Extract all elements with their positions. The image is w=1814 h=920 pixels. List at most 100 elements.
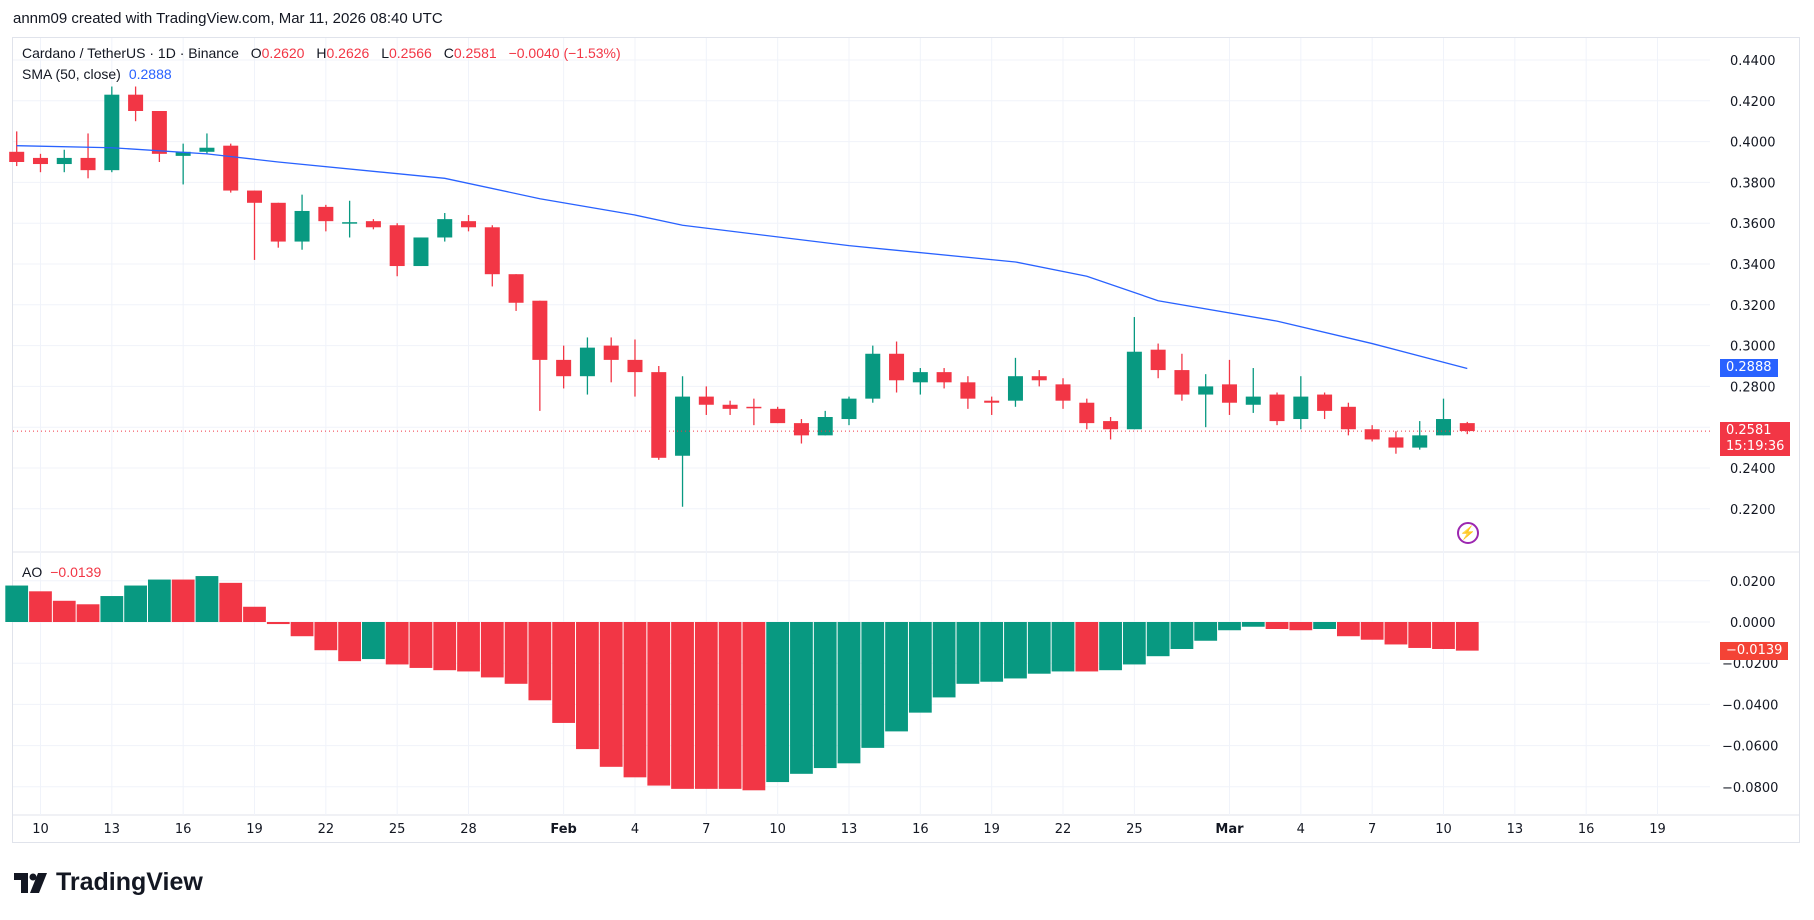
close-label: C [443,45,454,61]
sma-legend[interactable]: SMA (50, close) 0.2888 [22,66,174,82]
ao-bar [694,622,718,789]
time-tick-label: 19 [983,822,1000,837]
high-label: H [316,45,327,61]
candle-body [1340,406,1356,430]
candle-body [1007,376,1023,401]
tradingview-logo[interactable]: TradingView [14,868,203,897]
ao-bar [861,622,885,748]
ao-tick-label: −0.0800 [1722,781,1778,796]
candle-body [294,210,310,242]
ao-bar [1360,622,1384,640]
sma-price-tag: 0.2888 [1720,359,1778,378]
time-tick-label: 25 [389,822,406,837]
symbol-legend: Cardano / TetherUS · 1D · Binance O0.262… [22,45,623,61]
ao-bar [457,622,480,672]
ao-bar [1099,622,1122,671]
open-label: O [250,45,262,61]
ao-bar [599,622,623,767]
ao-bar [552,622,576,723]
ao-tick-label: 0.0000 [1730,616,1776,631]
time-tick-label: 28 [460,822,477,837]
ao-bar [1313,622,1336,630]
candle-body [1412,435,1428,448]
ao-legend[interactable]: AO −0.0139 [22,564,103,580]
ao-bar [1122,622,1146,665]
ao-bar [1289,622,1313,631]
candle-body [151,111,167,154]
sma-line [16,145,1468,370]
candle-body [722,404,738,409]
time-tick-label: 13 [104,822,121,837]
ao-bar [266,622,290,625]
bar-countdown: 15:19:36 [1726,439,1785,455]
ao-bar [1170,622,1194,649]
low-value: 0.2566 [389,45,432,61]
close-value: 0.2581 [453,45,497,61]
ao-bar [314,622,338,651]
ao-bar [76,604,100,622]
candle-body [223,145,239,191]
lightning-icon[interactable]: ⚡ [1457,522,1479,544]
symbol-title[interactable]: Cardano / TetherUS · 1D · Binance [22,45,239,61]
time-tick-label: 16 [1578,822,1595,837]
ao-bar [124,585,147,622]
ao-bar [908,622,932,713]
candle-body [532,300,548,360]
ao-bar [1241,622,1265,627]
ao-label: AO [22,564,43,580]
last-price: 0.2581 [1726,423,1772,439]
ao-bar [480,622,504,678]
ao-bar [1384,622,1408,645]
candle-body [936,372,952,383]
price-tick-label: 0.2200 [1730,503,1776,518]
candle-body [32,157,48,165]
ao-bar [956,622,980,684]
chart-credit: annm09 created with TradingView.com, Mar… [13,10,443,27]
candle-body [960,382,976,399]
chart-frame [12,37,1800,843]
ao-bar [647,622,671,786]
candle-body [770,408,786,424]
time-tick-label: 7 [1368,822,1376,837]
candle-body [1269,394,1285,422]
candle-body [342,222,358,224]
candle-body [1031,376,1047,381]
candle-body [389,225,405,267]
candle-body [793,423,809,436]
ao-bar [290,622,314,637]
candle-body [675,396,691,456]
ao-bar [433,622,457,671]
ao-tick-label: 0.0200 [1730,575,1776,590]
ao-bar [528,622,552,701]
time-tick-label: 13 [841,822,858,837]
ao-bar [1146,622,1170,657]
price-tick-label: 0.3800 [1730,176,1776,191]
ao-value: −0.0139 [50,564,102,580]
candle-body [365,221,381,228]
last-price-tag: 0.2581 15:19:36 [1720,422,1791,457]
time-tick-label: 22 [1055,822,1072,837]
price-tick-label: 0.2800 [1730,380,1776,395]
time-tick-label: 4 [631,822,639,837]
price-tick-label: 0.3200 [1730,299,1776,314]
low-label: L [381,45,389,61]
candle-body [627,359,643,373]
candle-body [199,147,215,152]
price-tick-label: 0.3400 [1730,258,1776,273]
ao-bar [1336,622,1360,637]
time-tick-label: 22 [318,822,335,837]
time-tick-label: 25 [1126,822,1143,837]
sma-label: SMA (50, close) [22,66,121,82]
ao-bar [171,579,195,622]
ao-bar [5,585,29,622]
ao-bar [623,622,647,778]
ao-tick-label: −0.0200 [1722,657,1778,672]
ao-bar [338,622,362,662]
ao-bar [52,600,76,622]
candle-body [651,372,667,458]
candle-body [1245,396,1261,405]
ao-bar [1432,622,1455,649]
ao-bar [1408,622,1432,648]
ao-bar [1455,622,1479,651]
